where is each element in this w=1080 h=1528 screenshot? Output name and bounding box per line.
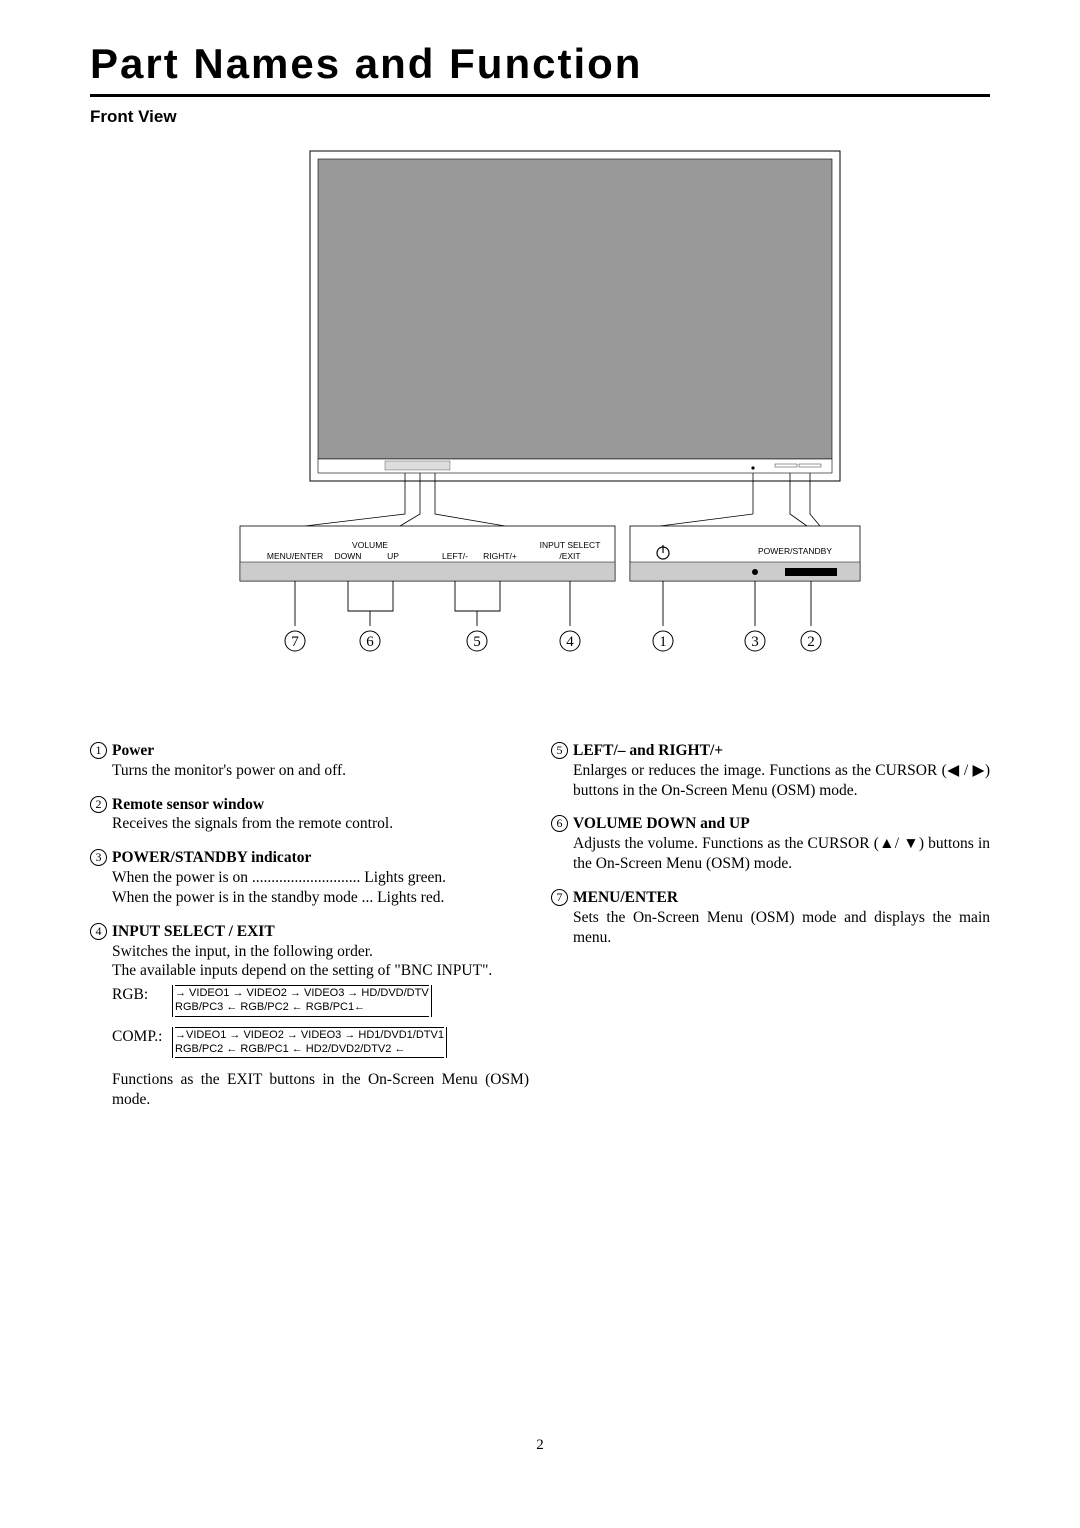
item-text: Switches the input, in the following ord… xyxy=(112,942,529,962)
item-text: Functions as the EXIT buttons in the On-… xyxy=(112,1070,529,1110)
item-number: 3 xyxy=(90,849,107,866)
item-text: Sets the On-Screen Menu (OSM) mode and d… xyxy=(573,908,990,948)
fig-label-inputselect: INPUT SELECT xyxy=(540,540,601,550)
fig-label-up: UP xyxy=(387,551,399,561)
list-item: 6 VOLUME DOWN and UP Adjusts the volume.… xyxy=(551,814,990,873)
down-triangle-icon: ▼ xyxy=(903,835,919,852)
title-rule xyxy=(90,94,990,97)
svg-text:1: 1 xyxy=(659,634,667,650)
list-item: 2 Remote sensor window Receives the sign… xyxy=(90,795,529,835)
svg-text:3: 3 xyxy=(751,634,759,650)
list-item: 7 MENU/ENTER Sets the On-Screen Menu (OS… xyxy=(551,888,990,947)
item-number: 5 xyxy=(551,742,568,759)
item-title: POWER/STANDBY indicator xyxy=(112,848,529,868)
subheading: Front View xyxy=(90,107,990,127)
item-text: Turns the monitor's power on and off. xyxy=(112,761,529,781)
item-title: MENU/ENTER xyxy=(573,888,990,908)
list-item: 1 Power Turns the monitor's power on and… xyxy=(90,741,529,781)
item-title: Remote sensor window xyxy=(112,795,529,815)
left-column: 1 Power Turns the monitor's power on and… xyxy=(90,741,529,1114)
item-text: Receives the signals from the remote con… xyxy=(112,814,529,834)
item-text: The available inputs depend on the setti… xyxy=(112,961,529,981)
svg-text:5: 5 xyxy=(473,634,481,650)
svg-text:2: 2 xyxy=(807,634,815,650)
fig-callout-4: 4 xyxy=(560,631,580,651)
page-number: 2 xyxy=(90,1437,990,1454)
fig-callout-1: 1 xyxy=(653,631,673,651)
item-title: LEFT/– and RIGHT/+ xyxy=(573,741,990,761)
item-number: 1 xyxy=(90,742,107,759)
fig-callout-7: 7 xyxy=(285,631,305,651)
fig-label-exit: /EXIT xyxy=(559,551,580,561)
fig-callout-5: 5 xyxy=(467,631,487,651)
item-number: 6 xyxy=(551,815,568,832)
list-item: 5 LEFT/– and RIGHT/+ Enlarges or reduces… xyxy=(551,741,990,800)
item-text: Adjusts the volume. Functions as the CUR… xyxy=(573,834,990,874)
comp-sequence: COMP.: →VIDEO1 → VIDEO2 → VIDEO3 → HD1/D… xyxy=(112,1027,529,1059)
svg-text:6: 6 xyxy=(366,634,374,650)
fig-callout-2: 2 xyxy=(801,631,821,651)
right-column: 5 LEFT/– and RIGHT/+ Enlarges or reduces… xyxy=(551,741,990,1114)
fig-label-powerstandby: POWER/STANDBY xyxy=(758,546,832,556)
svg-text:4: 4 xyxy=(566,634,574,650)
front-view-figure: MENU/ENTER VOLUME DOWN UP LEFT/- RIGHT/+… xyxy=(90,141,990,671)
svg-text:7: 7 xyxy=(291,634,299,650)
item-number: 4 xyxy=(90,923,107,940)
left-triangle-icon: ◀ xyxy=(947,762,960,779)
fig-label-volume: VOLUME xyxy=(352,540,388,550)
right-triangle-icon: ▶ xyxy=(972,762,984,779)
fig-callout-3: 3 xyxy=(745,631,765,651)
list-item: 4 INPUT SELECT / EXIT Switches the input… xyxy=(90,922,529,1110)
item-number: 2 xyxy=(90,796,107,813)
rgb-sequence: RGB: → VIDEO1 → VIDEO2 → VIDEO3 → HD/DVD… xyxy=(112,985,529,1017)
up-triangle-icon: ▲ xyxy=(879,835,895,852)
fig-callout-6: 6 xyxy=(360,631,380,651)
item-title: Power xyxy=(112,741,529,761)
list-item: 3 POWER/STANDBY indicator When the power… xyxy=(90,848,529,907)
item-text: Enlarges or reduces the image. Functions… xyxy=(573,761,990,801)
item-number: 7 xyxy=(551,889,568,906)
fig-label-left: LEFT/- xyxy=(442,551,468,561)
item-text: When the power is on ...................… xyxy=(112,868,529,888)
item-title: INPUT SELECT / EXIT xyxy=(112,922,529,942)
fig-label-down: DOWN xyxy=(335,551,362,561)
fig-label-menu: MENU/ENTER xyxy=(267,551,323,561)
item-title: VOLUME DOWN and UP xyxy=(573,814,990,834)
page-title: Part Names and Function xyxy=(90,40,990,88)
fig-label-right: RIGHT/+ xyxy=(483,551,517,561)
item-text: When the power is in the standby mode ..… xyxy=(112,888,529,908)
